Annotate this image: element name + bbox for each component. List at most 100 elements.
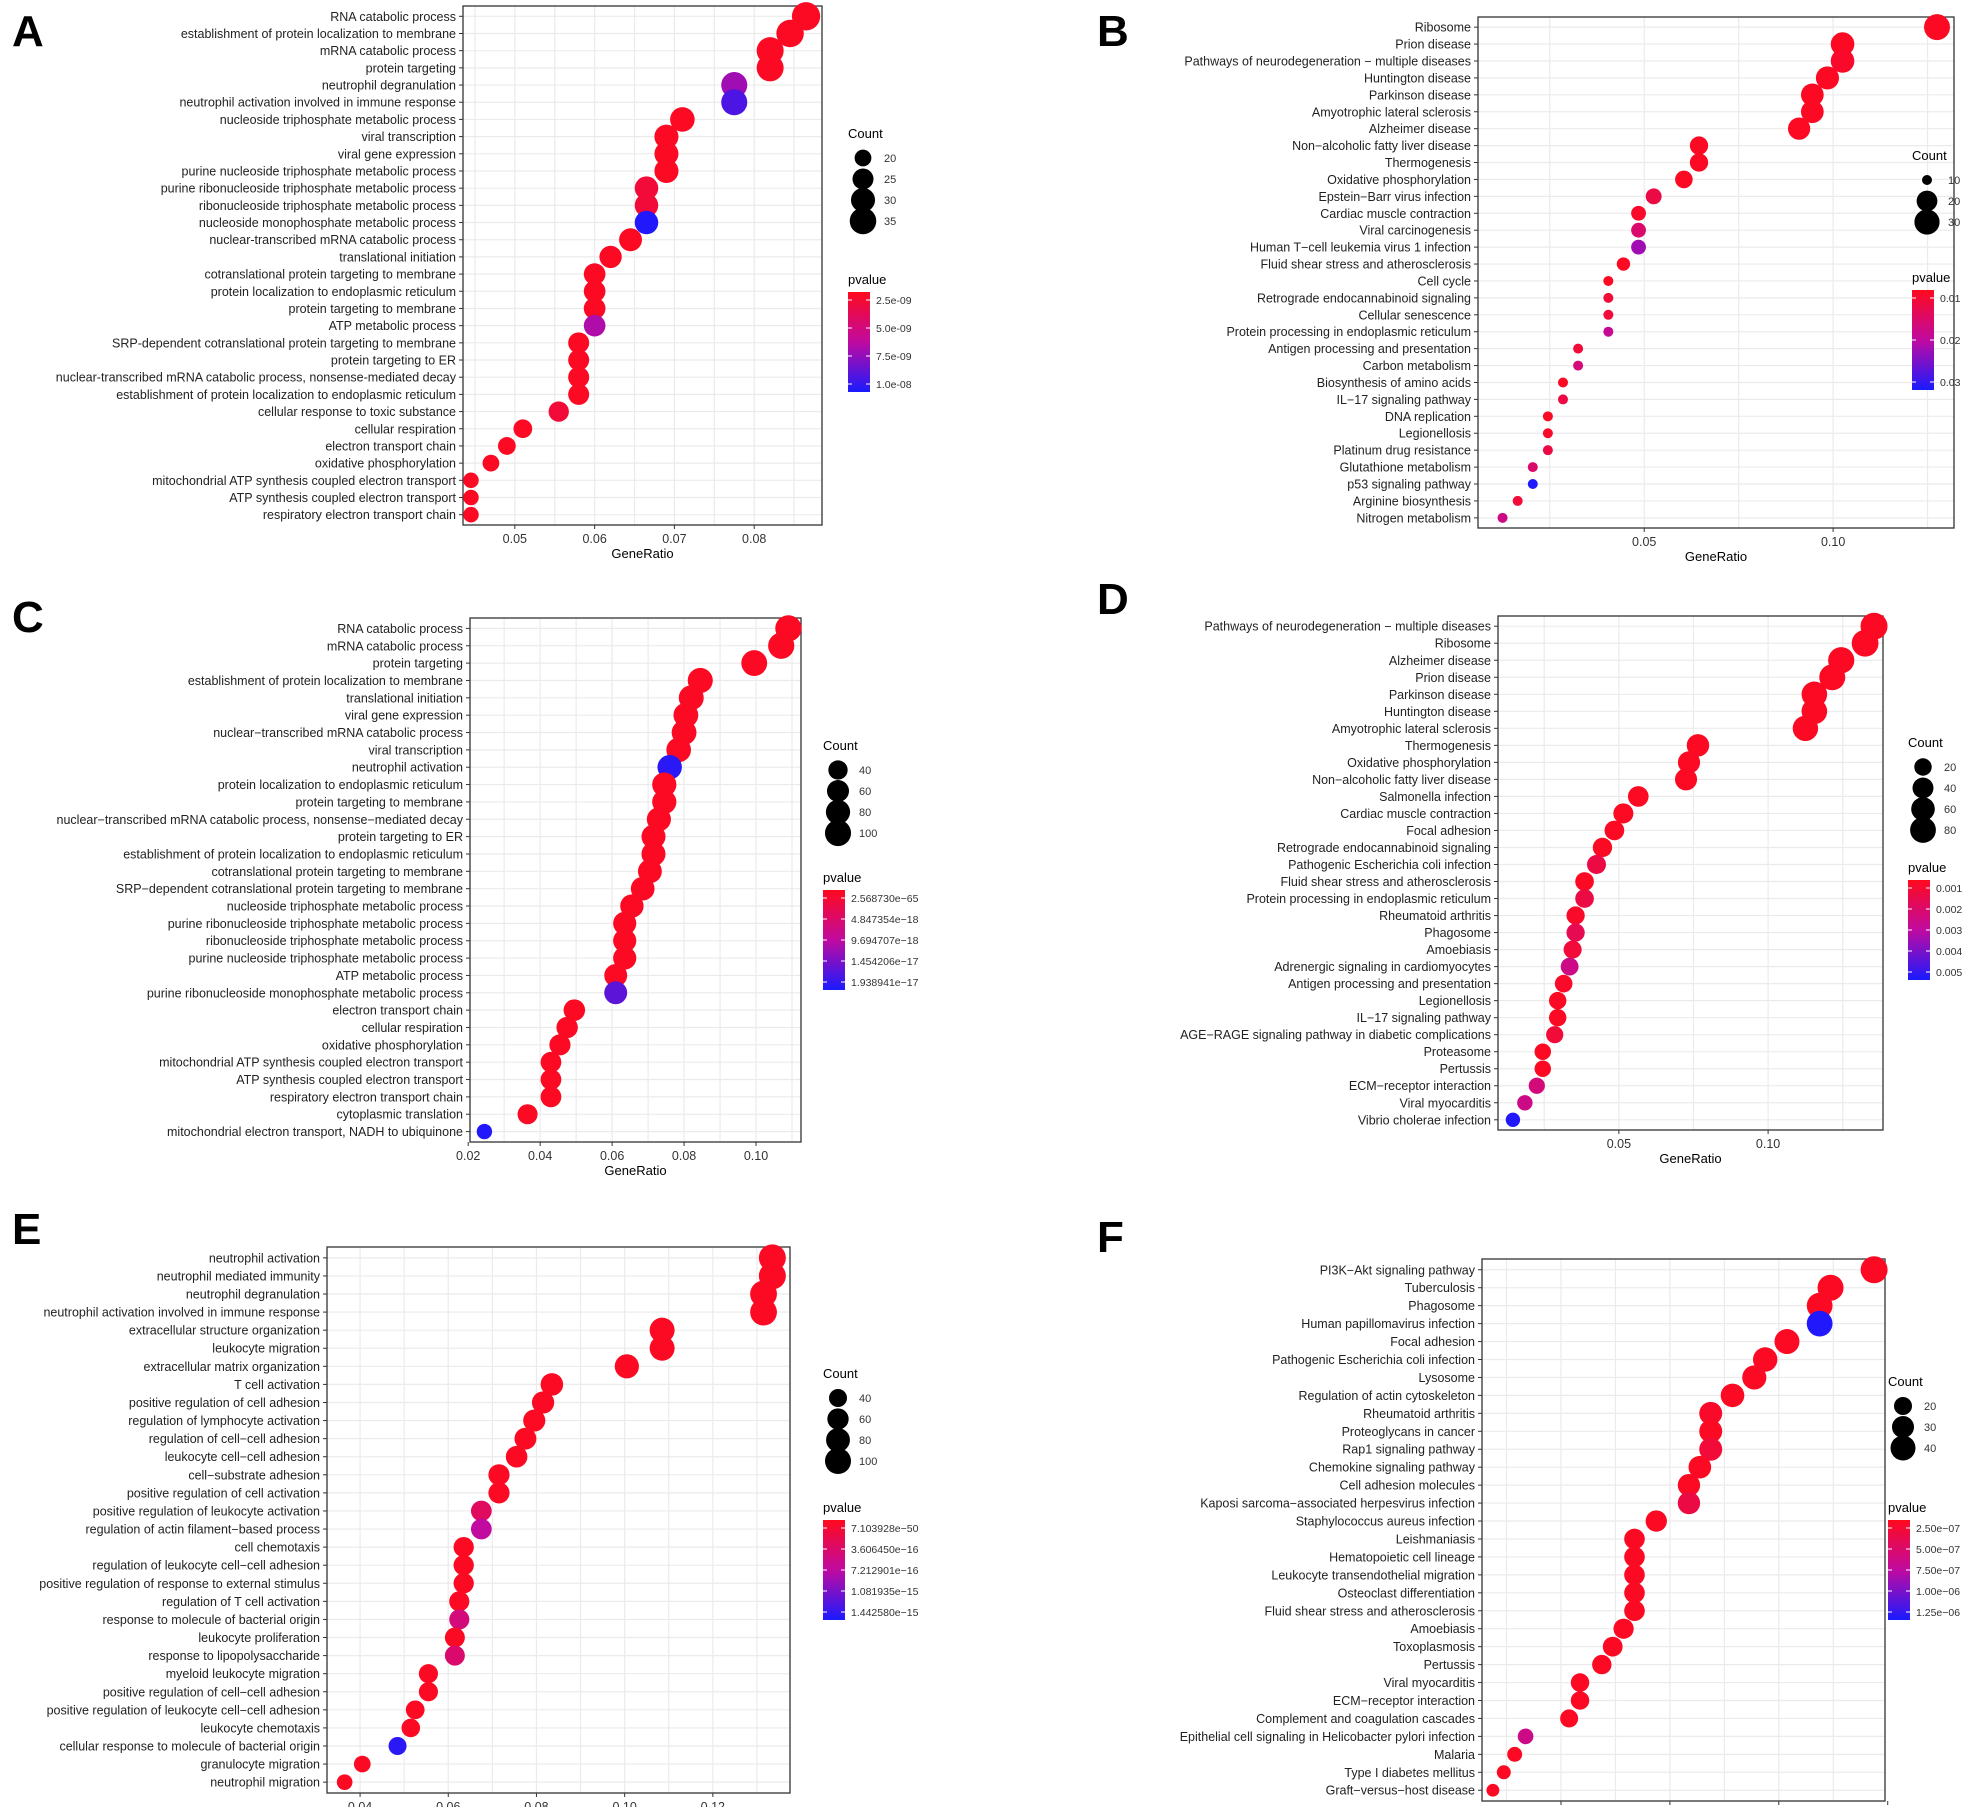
data-point bbox=[756, 54, 784, 82]
data-point bbox=[336, 1774, 353, 1790]
category-label: protein targeting to ER bbox=[338, 830, 463, 844]
size-legend-key bbox=[1890, 1435, 1916, 1461]
category-label: mRNA catabolic process bbox=[327, 639, 463, 653]
size-legend-key bbox=[828, 1388, 848, 1408]
category-label: Biosynthesis of amino acids bbox=[1317, 376, 1471, 390]
category-label: cell chemotaxis bbox=[235, 1541, 320, 1555]
category-label: regulation of actin filament−based proce… bbox=[85, 1523, 320, 1537]
category-label: nuclear−transcribed mRNA catabolic proce… bbox=[213, 726, 463, 740]
data-point bbox=[523, 1409, 546, 1432]
category-label: Alzheimer disease bbox=[1389, 654, 1491, 668]
data-point bbox=[418, 1682, 438, 1702]
plot-border bbox=[326, 1246, 791, 1794]
color-legend-label: 9.694707e−18 bbox=[851, 935, 919, 947]
category-label: Parkinson disease bbox=[1389, 688, 1491, 702]
color-legend-label: 0.02 bbox=[1940, 335, 1961, 347]
category-label: Pertussis bbox=[1424, 1658, 1475, 1672]
data-point bbox=[1566, 906, 1585, 925]
data-point bbox=[1677, 1473, 1701, 1497]
category-label: purine nucleoside triphosphate metabolic… bbox=[189, 952, 463, 966]
category-label: nucleoside monophosphate metabolic proce… bbox=[199, 216, 456, 230]
x-axis-label: GeneRatio bbox=[611, 546, 673, 561]
category-label: Platinum drug resistance bbox=[1333, 444, 1471, 458]
data-point bbox=[505, 1445, 528, 1468]
data-point bbox=[453, 1536, 474, 1558]
category-label: Non−alcoholic fatty liver disease bbox=[1312, 773, 1491, 787]
size-legend-title: Count bbox=[1888, 1374, 1923, 1389]
data-point bbox=[1645, 188, 1662, 205]
data-point bbox=[1860, 1256, 1888, 1284]
data-point bbox=[1720, 1383, 1745, 1408]
data-point bbox=[1575, 872, 1594, 891]
category-label: IL−17 signaling pathway bbox=[1337, 393, 1472, 407]
category-label: Tuberculosis bbox=[1405, 1281, 1475, 1295]
category-label: Amoebiasis bbox=[1426, 943, 1491, 957]
data-point bbox=[1688, 1455, 1712, 1479]
size-legend-key bbox=[1910, 817, 1936, 843]
category-label: ATP metabolic process bbox=[329, 319, 456, 333]
category-label: viral transcription bbox=[362, 130, 457, 144]
category-label: T cell activation bbox=[234, 1378, 320, 1392]
category-label: ECM−receptor interaction bbox=[1333, 1694, 1475, 1708]
category-label: neutrophil activation involved in immune… bbox=[179, 96, 456, 110]
data-point bbox=[654, 124, 679, 149]
data-point bbox=[1699, 1401, 1723, 1425]
size-legend-key bbox=[826, 779, 850, 803]
size-legend-key bbox=[1891, 1415, 1915, 1439]
category-label: nucleoside triphosphate metabolic proces… bbox=[227, 900, 463, 914]
panel-letter: A bbox=[12, 7, 44, 56]
data-point bbox=[444, 1645, 465, 1666]
data-point bbox=[1566, 923, 1585, 942]
category-label: Pathogenic Escherichia coli infection bbox=[1272, 1353, 1475, 1367]
data-point bbox=[1806, 1292, 1833, 1319]
data-point bbox=[1674, 768, 1698, 791]
data-point bbox=[583, 314, 606, 337]
plot-area bbox=[463, 6, 822, 525]
category-label: Chemokine signaling pathway bbox=[1309, 1461, 1476, 1475]
category-label: Complement and coagulation cascades bbox=[1256, 1712, 1475, 1726]
data-point bbox=[568, 349, 590, 371]
data-point bbox=[1586, 854, 1606, 874]
category-label: Human papillomavirus infection bbox=[1301, 1317, 1475, 1331]
category-label: ribonucleoside triphosphate metabolic pr… bbox=[206, 934, 463, 948]
category-label: Regulation of actin cytoskeleton bbox=[1299, 1389, 1476, 1403]
category-label: protein targeting to ER bbox=[331, 354, 456, 368]
data-point bbox=[1542, 445, 1553, 456]
data-point bbox=[1496, 1765, 1511, 1780]
data-point bbox=[1787, 117, 1811, 140]
size-legend-title: Count bbox=[823, 738, 858, 753]
category-label: establishment of protein localization to… bbox=[188, 674, 463, 688]
size-legend-label: 80 bbox=[1944, 825, 1956, 837]
data-point bbox=[1624, 1528, 1645, 1550]
category-label: viral gene expression bbox=[338, 147, 456, 161]
data-point bbox=[1542, 411, 1553, 422]
category-label: Toxoplasmosis bbox=[1393, 1640, 1475, 1654]
color-legend-label: 0.003 bbox=[1936, 925, 1962, 937]
category-label: Fluid shear stress and atherosclerosis bbox=[1260, 258, 1471, 272]
category-label: Pathogenic Escherichia coli infection bbox=[1288, 858, 1491, 872]
category-label: Focal adhesion bbox=[1390, 1335, 1475, 1349]
category-label: extracellular matrix organization bbox=[144, 1360, 321, 1374]
data-point bbox=[1558, 394, 1568, 405]
category-label: Nitrogen metabolism bbox=[1356, 511, 1471, 525]
data-point bbox=[634, 210, 659, 235]
category-label: Retrograde endocannabinoid signaling bbox=[1257, 291, 1471, 305]
data-point bbox=[1774, 1329, 1800, 1355]
data-point bbox=[540, 1373, 564, 1396]
x-tick-label: 0.10 bbox=[1756, 1137, 1780, 1151]
data-point bbox=[1570, 1691, 1590, 1710]
category-label: positive regulation of leukocyte activat… bbox=[93, 1504, 320, 1518]
size-legend-label: 30 bbox=[1948, 217, 1960, 229]
color-legend-bar bbox=[823, 1520, 845, 1620]
category-label: Cellular senescence bbox=[1358, 308, 1471, 322]
color-legend-bar bbox=[1888, 1520, 1910, 1620]
data-point bbox=[1624, 1546, 1645, 1568]
size-legend-title: Count bbox=[823, 1366, 858, 1381]
data-point bbox=[563, 999, 586, 1021]
data-point bbox=[1527, 479, 1538, 490]
category-label: Pertussis bbox=[1440, 1062, 1491, 1076]
size-legend-label: 30 bbox=[884, 195, 896, 207]
category-label: granulocyte migration bbox=[200, 1758, 320, 1772]
panel-letter: F bbox=[1097, 1213, 1124, 1262]
